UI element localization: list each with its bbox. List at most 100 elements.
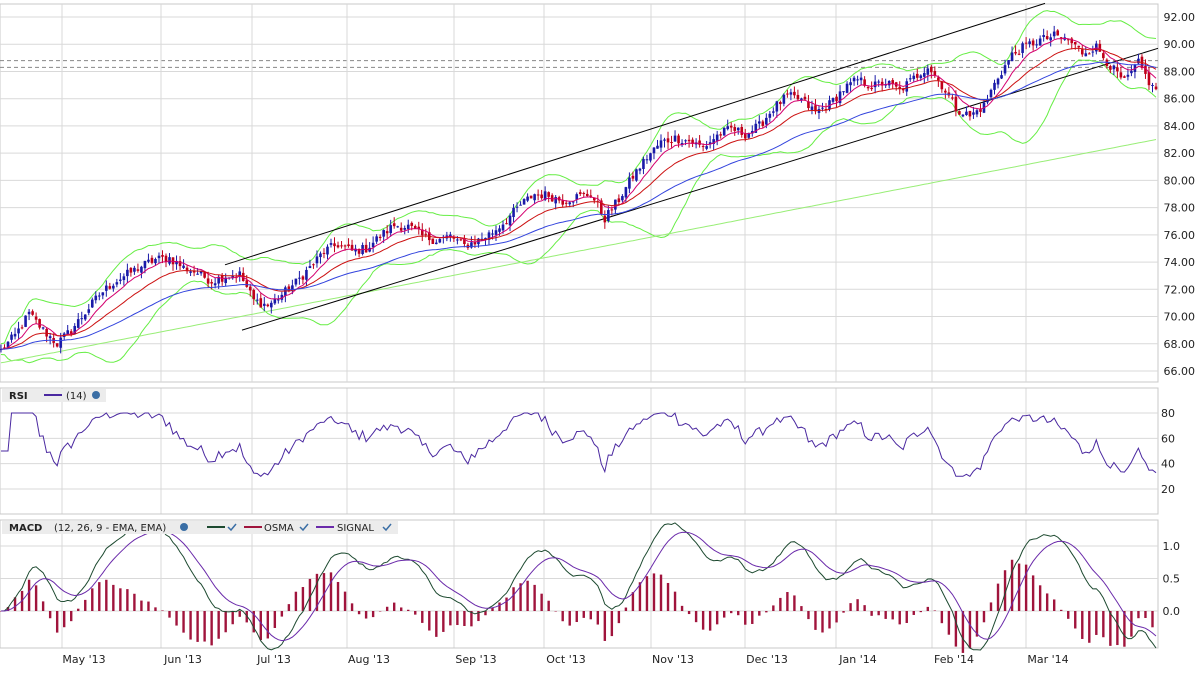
candle-body	[136, 269, 140, 271]
osma-bar	[617, 611, 621, 624]
osma-bar	[912, 611, 915, 615]
osma-bar	[807, 611, 810, 620]
candle-body	[364, 244, 368, 253]
candle-body	[431, 238, 435, 244]
osma-bar	[428, 611, 431, 631]
candle-body	[259, 298, 263, 308]
macd-check-icon[interactable]	[227, 523, 237, 532]
candle-body	[708, 142, 712, 145]
candle-body	[1112, 65, 1116, 70]
osma-bar	[877, 611, 880, 616]
candle-body	[438, 238, 442, 243]
candle-body	[642, 158, 645, 169]
candle-body	[1035, 44, 1038, 46]
candle-body	[129, 267, 133, 273]
candle-body	[24, 315, 27, 327]
candle-body	[80, 318, 84, 320]
candle-body	[870, 87, 873, 90]
candle-body	[1045, 36, 1049, 39]
x-axis-month-label: Mar '14	[1027, 653, 1068, 666]
candle-body	[859, 77, 863, 81]
candle-body	[614, 199, 617, 210]
candle-body	[266, 304, 270, 307]
candle-body	[164, 255, 168, 263]
candle-body	[1091, 51, 1095, 53]
candle-body	[768, 113, 772, 118]
osma-bar	[294, 591, 298, 611]
osma-bar	[203, 611, 206, 642]
osma-bar	[666, 582, 670, 611]
candle-body	[171, 257, 175, 265]
candle-body	[631, 175, 635, 179]
candle-body	[1028, 41, 1031, 45]
osma-check-icon[interactable]	[299, 523, 309, 532]
candle-body	[705, 146, 708, 149]
rsi-tick-label: 40	[1161, 458, 1175, 471]
candle-body	[1084, 53, 1088, 57]
x-axis-month-label: Sep '13	[455, 653, 496, 666]
candle-body	[684, 140, 687, 142]
candle-body	[831, 98, 835, 102]
macd-line	[0, 522, 1157, 651]
candle-body	[143, 260, 147, 269]
price-tick-label: 78.00	[1164, 202, 1196, 215]
candle-body	[27, 311, 31, 315]
osma-bar	[217, 611, 220, 639]
candle-body	[540, 194, 543, 199]
osma-bar	[41, 601, 45, 611]
osma-bar	[392, 602, 396, 611]
candle-body	[382, 230, 385, 237]
candle-body	[1130, 70, 1133, 74]
osma-bar	[989, 602, 993, 611]
candle-body	[38, 319, 41, 328]
candle-body	[392, 223, 396, 227]
price-tick-label: 86.00	[1164, 93, 1196, 106]
price-tick-label: 70.00	[1164, 311, 1196, 324]
osma-bar	[449, 611, 452, 626]
candle-body	[312, 264, 315, 266]
candle-body	[677, 135, 680, 144]
osma-bar	[371, 611, 375, 618]
signal-check-icon[interactable]	[382, 523, 392, 532]
rsi-globe-icon[interactable]	[92, 391, 100, 399]
osma-bar	[610, 611, 614, 637]
osma-bar	[62, 611, 66, 628]
candle-body	[571, 201, 575, 203]
candle-body	[954, 96, 958, 112]
candle-body	[199, 270, 203, 274]
osma-bar	[828, 611, 831, 629]
candle-body	[772, 111, 775, 113]
candle-body	[901, 88, 905, 91]
osma-bar	[27, 579, 31, 611]
osma-bar	[659, 574, 663, 611]
candle-body	[1049, 37, 1052, 41]
candle-body	[519, 204, 522, 206]
osma-bar	[224, 611, 227, 633]
osma-bar	[1095, 611, 1098, 635]
candle-body	[715, 134, 719, 141]
candle-body	[645, 159, 649, 161]
candle-body	[747, 132, 751, 138]
candle-body	[958, 111, 961, 115]
osma-bar	[6, 606, 10, 611]
osma-bar	[77, 608, 80, 611]
candle-body	[554, 197, 557, 204]
candle-body	[20, 327, 24, 329]
rsi-tick-label: 60	[1161, 432, 1175, 445]
candle-body	[157, 255, 161, 259]
osma-bar	[498, 602, 501, 611]
x-axis-month-label: Jun '13	[163, 653, 202, 666]
candle-body	[691, 139, 694, 144]
osma-bar	[414, 611, 417, 615]
candle-body	[76, 319, 80, 328]
osma-bar	[161, 610, 164, 611]
candle-body	[624, 187, 628, 198]
candle-body	[877, 81, 880, 83]
osma-bar	[582, 611, 585, 618]
candle-body	[1126, 74, 1130, 77]
candle-body	[803, 96, 807, 100]
candle-body	[821, 107, 824, 109]
macd-globe-icon[interactable]	[180, 523, 188, 531]
candle-body	[41, 327, 45, 329]
